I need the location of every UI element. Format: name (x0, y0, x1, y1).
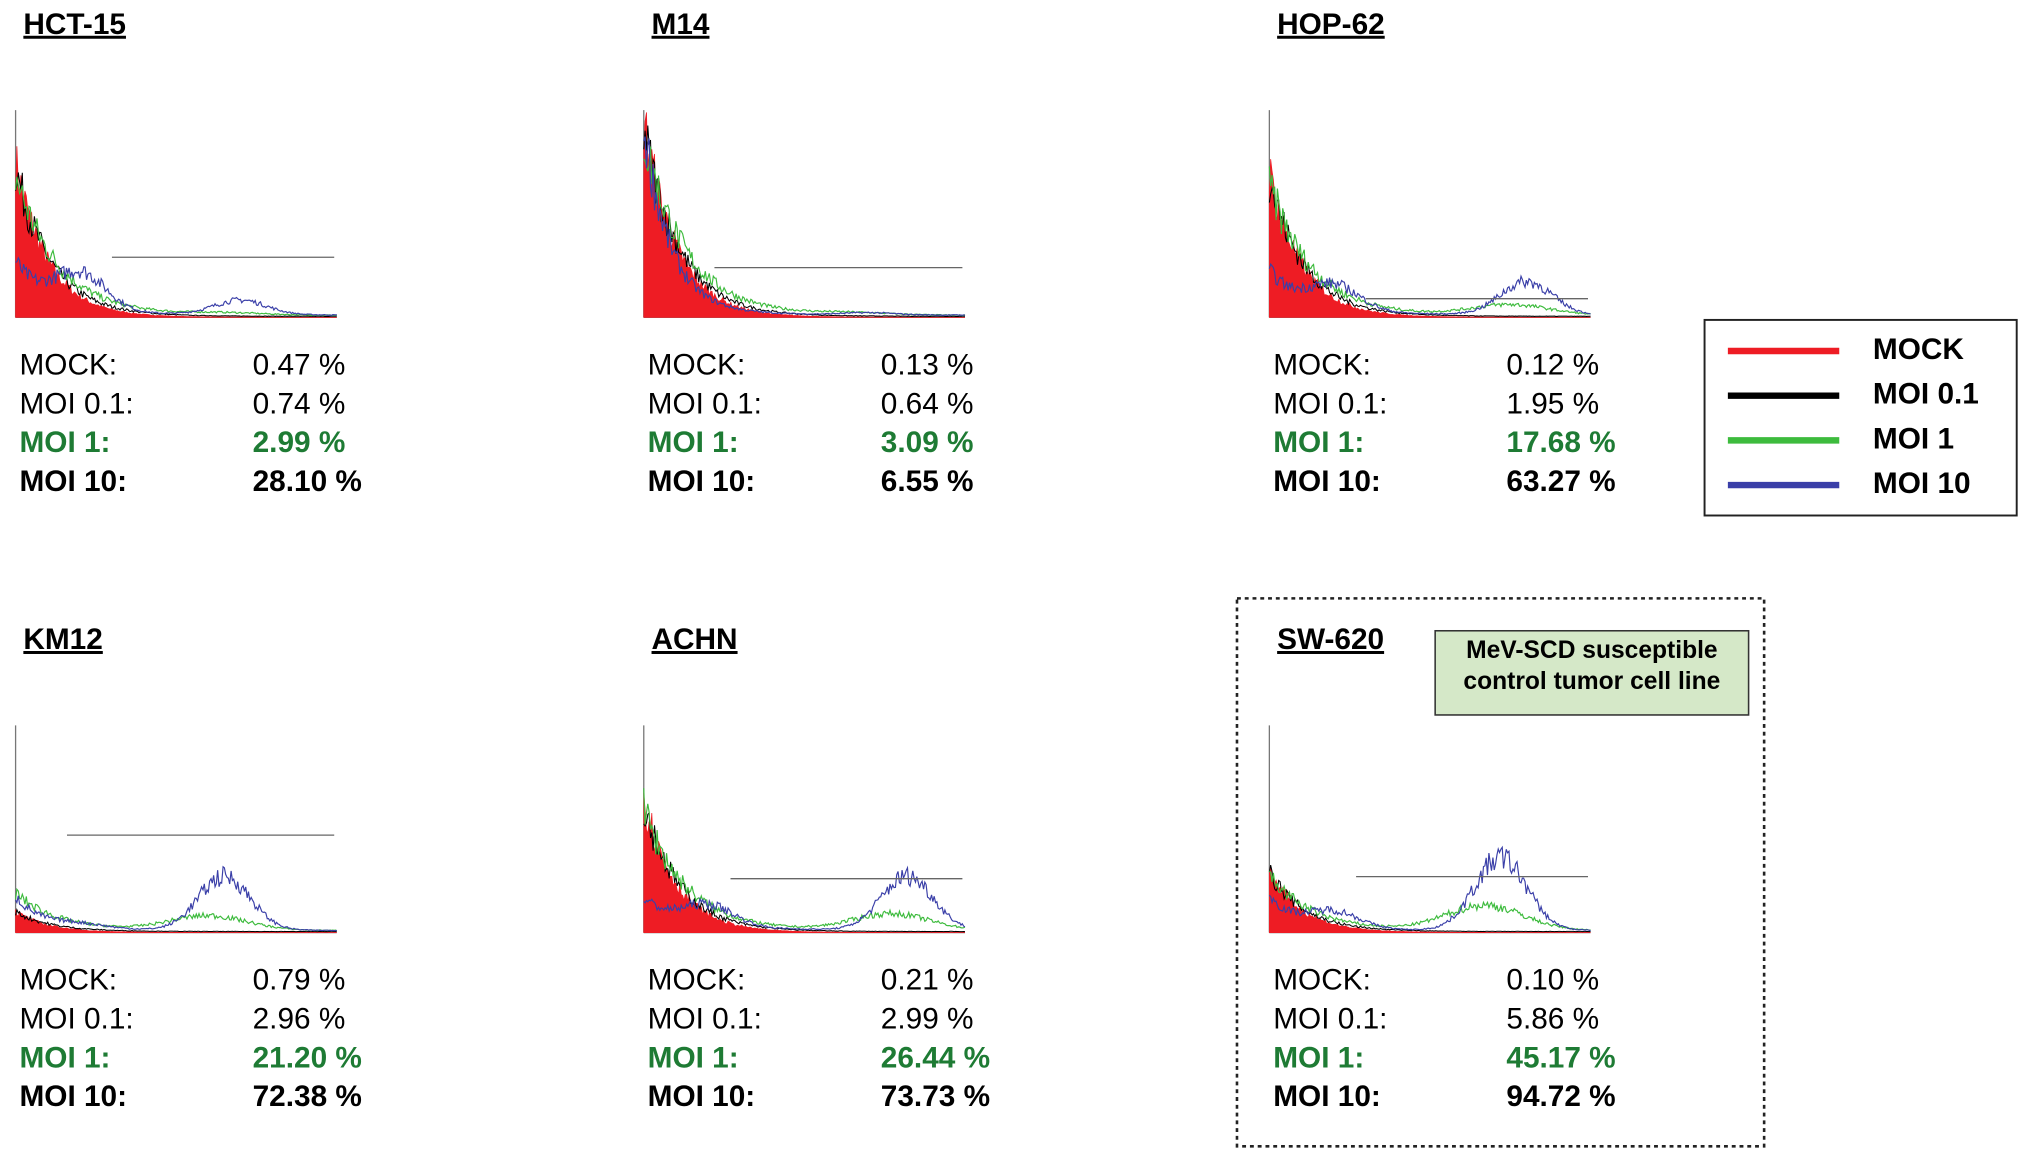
row-label: MOI 10: (1273, 465, 1381, 498)
row-value: 0.12 % (1506, 348, 1599, 381)
row-label: MOI 1: (1273, 426, 1364, 459)
row-label: MOI 0.1: (19, 1003, 133, 1036)
row-value: 2.99 % (253, 426, 346, 459)
note-line: MeV-SCD susceptible (1466, 637, 1717, 664)
row-value: 45.17 % (1506, 1041, 1615, 1074)
histogram-mock (643, 112, 965, 318)
row-value: 0.79 % (253, 964, 346, 997)
legend-label: MOI 1 (1873, 422, 1954, 455)
row-label: MOI 10: (19, 465, 127, 498)
row-value: 21.20 % (253, 1041, 362, 1074)
row-label: MOCK: (19, 348, 117, 381)
histogram-moi-10 (15, 256, 337, 316)
row-label: MOCK: (1273, 964, 1371, 997)
row-label: MOI 10: (648, 1080, 756, 1113)
row-label: MOCK: (1273, 348, 1371, 381)
row-value: 73.73 % (881, 1080, 990, 1113)
legend-label: MOCK (1873, 333, 1964, 366)
row-label: MOI 1: (19, 1041, 110, 1074)
row-value: 0.64 % (881, 387, 974, 420)
histogram-moi-1 (643, 146, 966, 317)
histogram-mock (643, 792, 965, 933)
legend-label: MOI 0.1 (1873, 378, 1979, 411)
row-value: 72.38 % (253, 1080, 362, 1113)
row-label: MOI 0.1: (1273, 1003, 1387, 1036)
histogram-mock (1268, 865, 1591, 933)
histogram-moi-1 (1268, 166, 1591, 315)
histogram-moi-10 (15, 865, 337, 932)
row-value: 28.10 % (253, 465, 362, 498)
row-label: MOCK: (648, 348, 746, 381)
row-value: 0.74 % (253, 387, 346, 420)
row-label: MOI 10: (19, 1080, 127, 1113)
legend-label: MOI 10 (1873, 467, 1971, 500)
row-label: MOI 0.1: (648, 387, 762, 420)
panel-title: SW-620 (1277, 623, 1384, 656)
note-box (1434, 629, 1750, 716)
row-value: 6.55 % (881, 465, 974, 498)
row-value: 17.68 % (1506, 426, 1615, 459)
histogram-mock (1268, 159, 1591, 318)
histogram-moi-0-1 (1268, 864, 1591, 933)
histogram-moi-1 (15, 176, 337, 316)
row-label: MOI 1: (648, 426, 739, 459)
row-label: MOI 0.1: (1273, 387, 1387, 420)
row-value: 0.21 % (881, 964, 974, 997)
histogram-moi-0-1 (15, 907, 337, 933)
row-value: 0.10 % (1506, 964, 1599, 997)
row-label: MOCK: (19, 964, 117, 997)
row-label: MOI 10: (1273, 1080, 1381, 1113)
row-value: 0.13 % (881, 348, 974, 381)
row-label: MOI 0.1: (648, 1003, 762, 1036)
note-line: control tumor cell line (1463, 668, 1720, 695)
row-value: 94.72 % (1506, 1080, 1615, 1113)
row-label: MOI 1: (19, 426, 110, 459)
row-value: 63.27 % (1506, 465, 1615, 498)
row-label: MOI 0.1: (19, 387, 133, 420)
row-value: 1.95 % (1506, 387, 1599, 420)
histogram-moi-1 (643, 788, 966, 929)
histogram-mock (15, 909, 337, 933)
row-value: 3.09 % (881, 426, 974, 459)
histogram-moi-1 (15, 887, 338, 932)
row-value: 2.96 % (253, 1003, 346, 1036)
row-value: 26.44 % (881, 1041, 990, 1074)
histogram-moi-0-1 (15, 172, 337, 317)
row-label: MOI 10: (648, 465, 756, 498)
panel-title: HCT-15 (23, 8, 126, 41)
panel-title: HOP-62 (1277, 8, 1385, 41)
row-value: 5.86 % (1506, 1003, 1599, 1036)
histogram-mock (15, 146, 337, 318)
panel-title: KM12 (23, 623, 102, 656)
row-label: MOI 1: (1273, 1041, 1364, 1074)
histogram-moi-10 (643, 136, 966, 316)
histogram-moi-10 (1268, 262, 1591, 316)
row-value: 2.99 % (881, 1003, 974, 1036)
panel-title: M14 (652, 8, 710, 41)
row-value: 0.47 % (253, 348, 346, 381)
row-label: MOI 1: (648, 1041, 739, 1074)
histogram-moi-10 (1268, 845, 1591, 932)
row-label: MOCK: (648, 964, 746, 997)
panel-title: ACHN (652, 623, 738, 656)
highlight-box (1235, 597, 1766, 1148)
